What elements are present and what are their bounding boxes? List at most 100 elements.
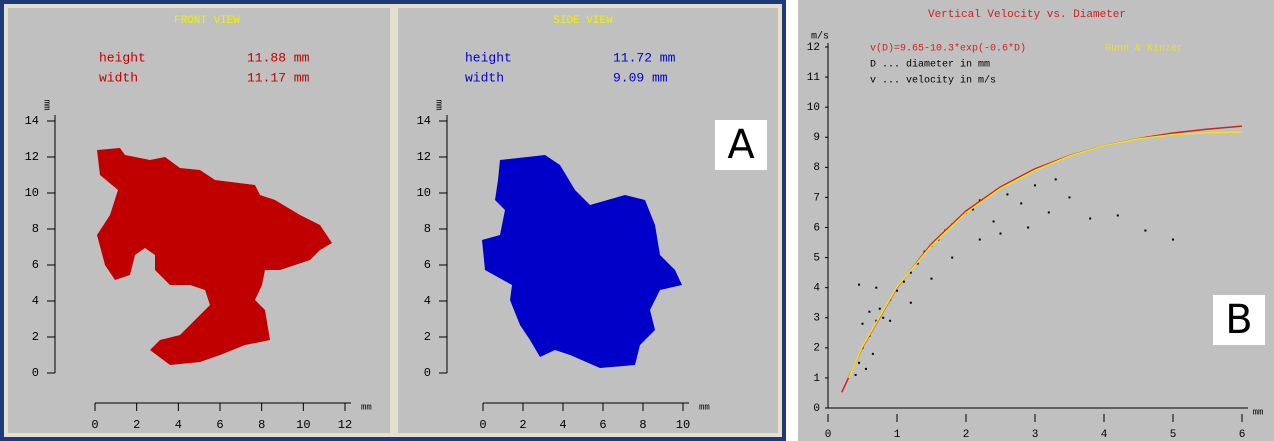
x-tick-label: 8 [258,418,265,432]
y-tick-label: 1 [813,373,820,385]
x-tick-label: 2 [519,418,526,432]
scatter-point [909,271,912,274]
scatter-point [878,307,881,310]
scatter-point [930,277,933,280]
x-tick-label: 4 [559,418,566,432]
y-tick-label: 7 [813,192,820,204]
view-title: FRONT VIEW [174,15,240,27]
y-tick-label: 2 [424,330,431,344]
scatter-point [875,286,878,289]
y-tick-label: 10 [417,186,431,200]
x-tick-label: 6 [216,418,223,432]
measure-label: height [99,50,146,65]
measure-label: width [465,70,504,85]
measure-label: height [465,50,512,65]
y-axis-label: mm [434,100,444,111]
fit-curve [848,131,1243,379]
scatter-point [992,220,995,223]
y-axis-label: m/s [811,31,829,43]
scatter-point [861,322,864,325]
scatter-point [1006,193,1009,196]
x-tick-label: 1 [894,429,901,441]
y-tick-label: 0 [32,366,39,380]
scatter-point [875,319,878,322]
measure-value: 11.88 mm [247,50,310,65]
x-tick-label: 6 [599,418,606,432]
scatter-point [858,361,861,364]
scatter-point [999,232,1002,235]
x-tick-label: 4 [1101,429,1108,441]
scatter-point [909,301,912,304]
measure-value: 9.09 mm [613,70,668,85]
y-tick-label: 10 [25,186,39,200]
measure-value: 11.17 mm [247,70,310,85]
scatter-point [1054,178,1057,181]
y-tick-label: 6 [813,222,820,234]
scatter-point [1034,184,1036,187]
x-axis-label: mm [699,402,710,412]
x-tick-label: 3 [1032,429,1039,441]
x-axis-label: mm [361,402,372,412]
x-tick-label: 0 [825,429,832,441]
plot-panel [798,0,1274,441]
measure-value: 11.72 mm [613,50,676,65]
scatter-point [1027,226,1030,229]
scatter-point [978,238,981,241]
x-tick-label: 0 [479,418,486,432]
scatter-point [896,289,898,292]
scatter-point [902,280,905,283]
panel-label-box [715,120,767,170]
y-tick-label: 6 [32,258,39,272]
scatter-point [971,208,974,211]
scatter-point [889,319,892,322]
scatter-point [1068,196,1071,199]
y-tick-label: 5 [813,252,820,264]
scatter-point [1116,214,1119,217]
y-tick-label: 4 [813,283,820,295]
y-tick-label: 8 [32,222,39,236]
scatter-point [854,373,857,376]
scatter-point [864,367,867,370]
y-tick-label: 4 [424,294,431,308]
y-tick-label: 6 [424,258,431,272]
x-tick-label: 2 [963,429,970,441]
y-axis-label: mm [42,100,52,111]
x-tick-label: 10 [296,418,310,432]
x-tick-label: 6 [1239,429,1246,441]
y-tick-label: 4 [32,294,39,308]
legend-entry: Gunn & Kinzer [1105,43,1183,55]
scatter-point [1144,229,1147,232]
scatter-point [1089,217,1092,220]
side-shape [482,155,682,368]
y-tick-label: 9 [813,132,820,144]
x-tick-label: 5 [1170,429,1177,441]
scatter-point [858,283,861,286]
panel-label: B [1225,297,1252,343]
scatter-point [882,316,885,319]
y-tick-label: 10 [807,102,820,114]
y-tick-label: 12 [25,150,39,164]
scatter-point [868,310,871,313]
annotation: v ... velocity in m/s [870,75,996,87]
y-tick-label: 8 [424,222,431,236]
y-tick-label: 2 [813,343,820,355]
x-tick-label: 4 [175,418,182,432]
y-tick-label: 11 [807,72,821,84]
annotation: D ... diameter in mm [870,59,990,71]
y-tick-label: 0 [813,403,820,415]
x-tick-label: 10 [676,418,690,432]
scatter-point [1172,238,1174,241]
panel-label-box [1213,295,1265,345]
y-tick-label: 0 [424,366,431,380]
y-tick-label: 12 [807,42,820,54]
y-tick-label: 2 [32,330,39,344]
scatter-point [1020,202,1023,205]
view-title: SIDE VIEW [553,15,613,27]
scatter-point [916,262,919,265]
measure-label: width [99,70,138,85]
legend-entry: v(D)=9.65-10.3*exp(-0.6*D) [870,43,1026,55]
x-tick-label: 0 [91,418,98,432]
front-shape [97,148,332,365]
y-tick-label: 8 [813,162,820,174]
